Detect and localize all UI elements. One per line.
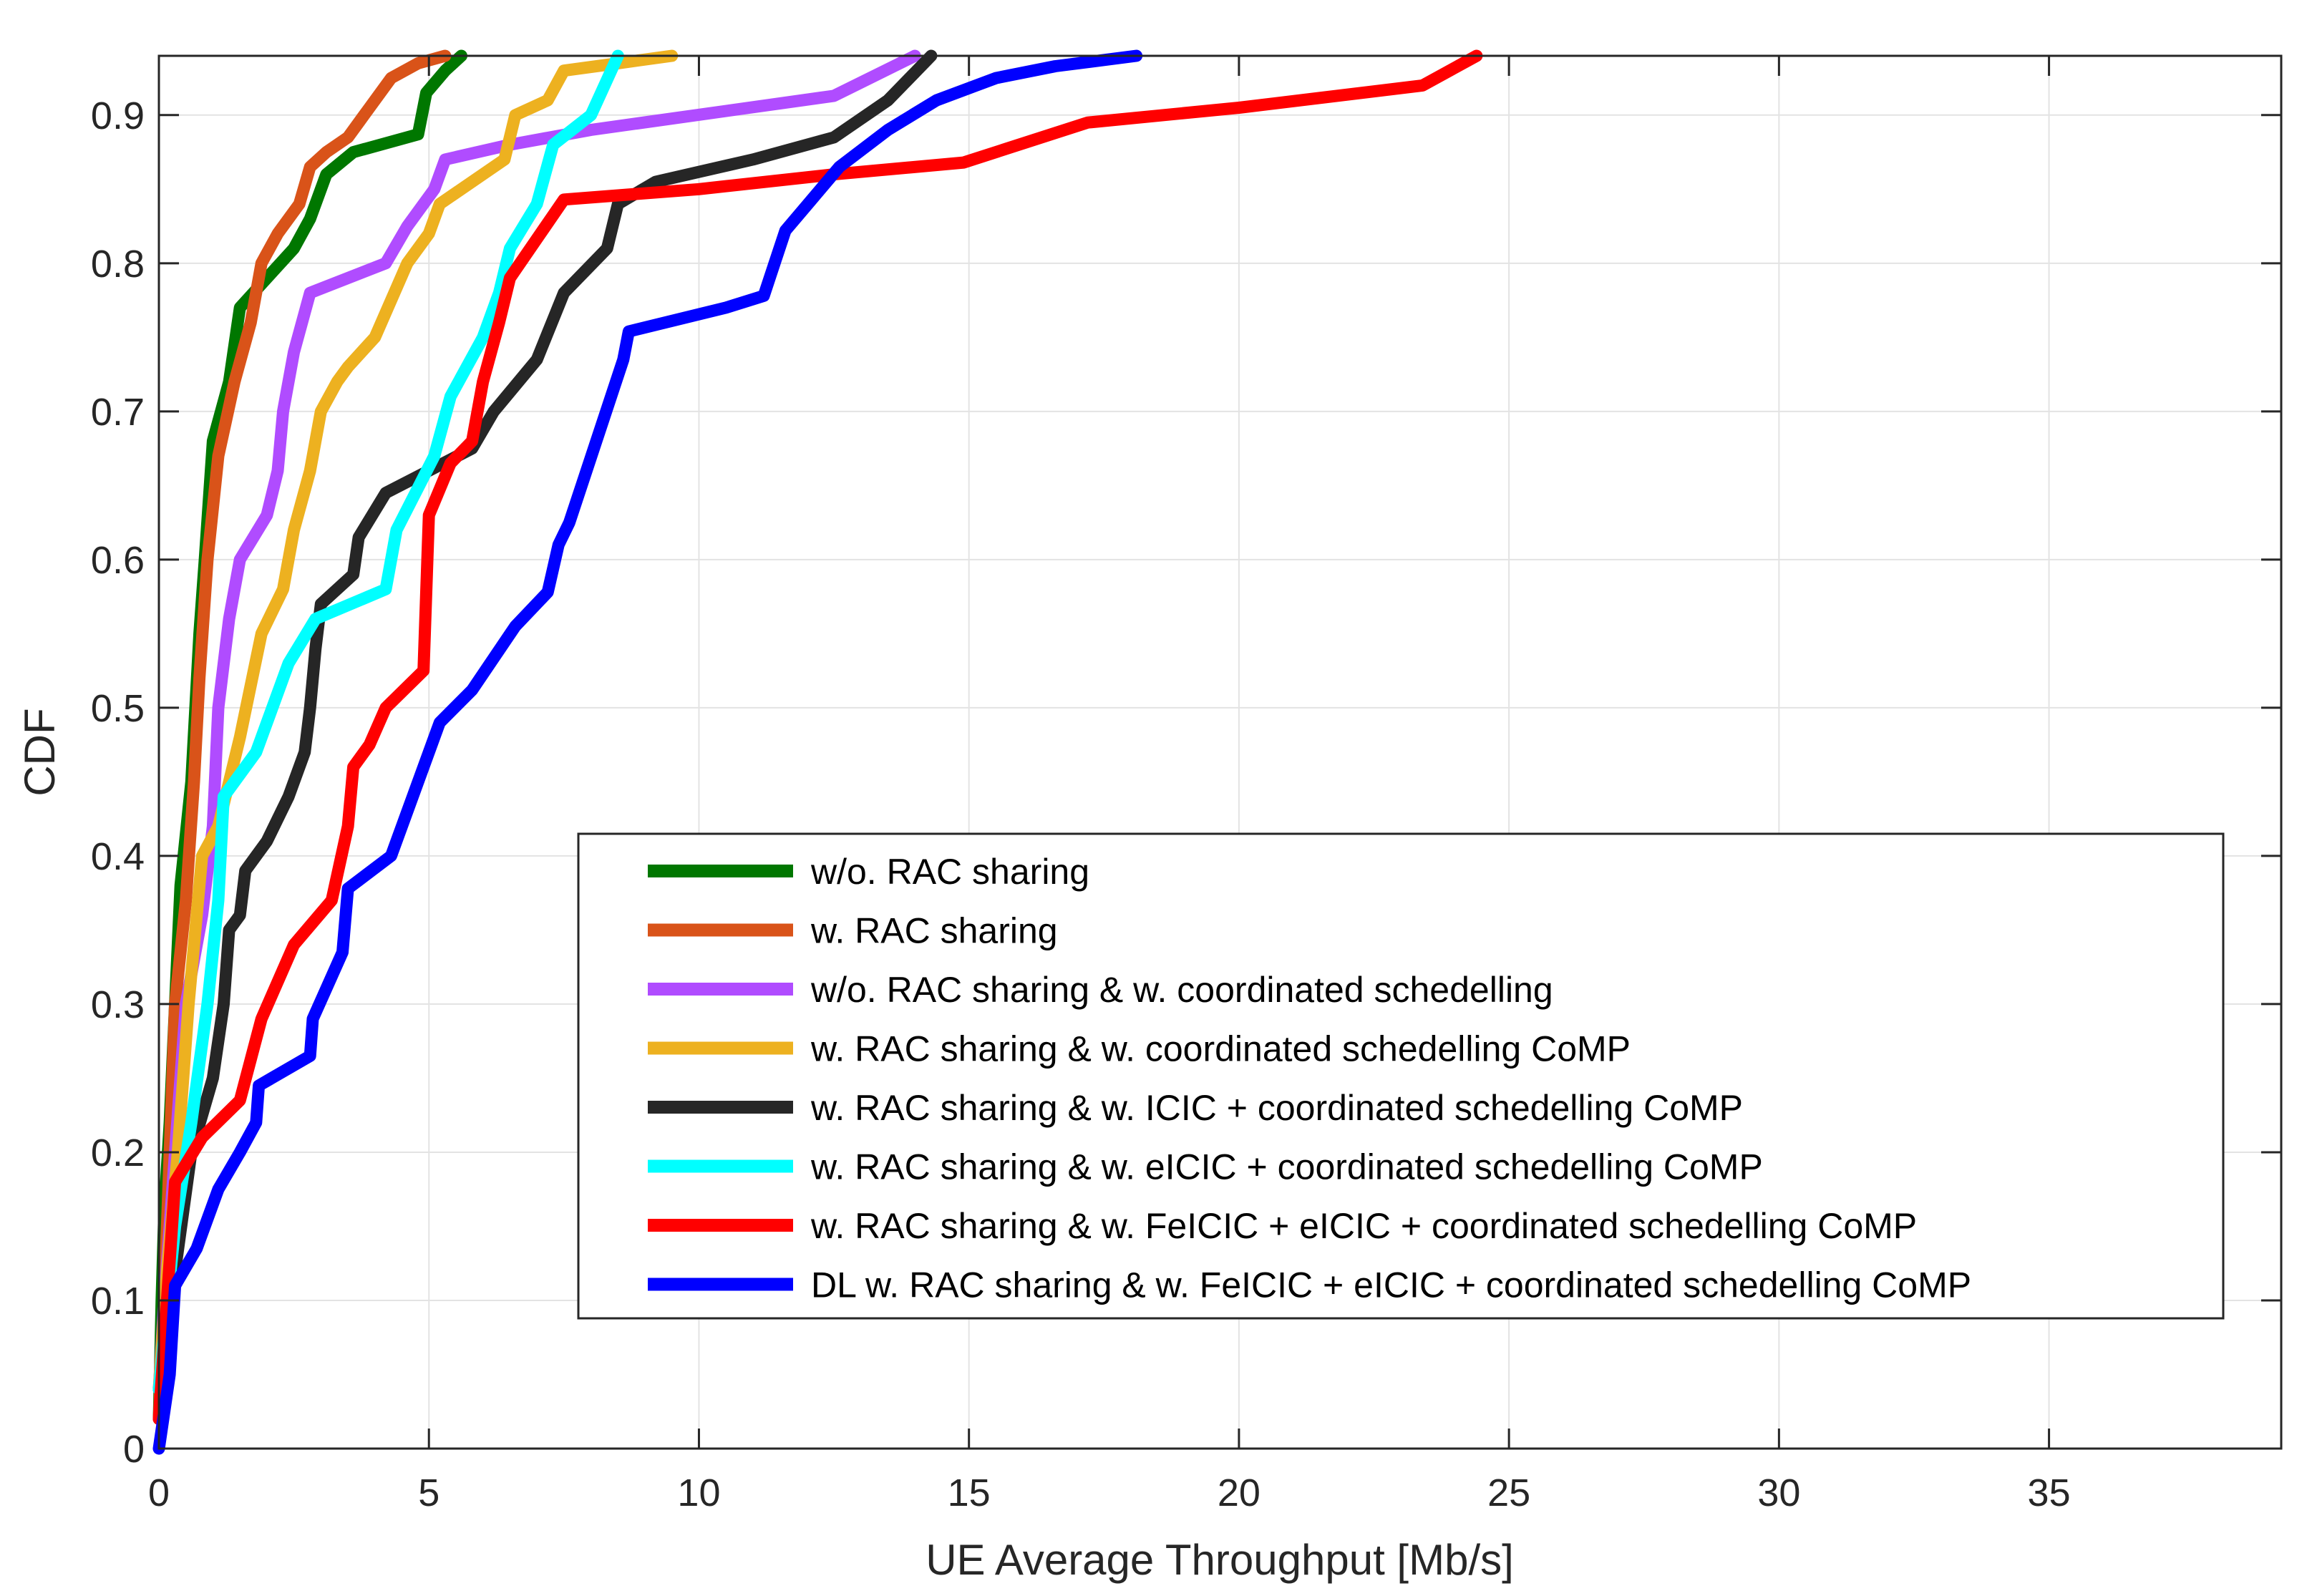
y-axis-label: CDF	[16, 708, 64, 796]
x-tick-label: 35	[2028, 1471, 2071, 1514]
series-line-6	[152, 49, 624, 1396]
x-tick-label: 25	[1487, 1471, 1530, 1514]
series-line-4	[152, 49, 679, 1396]
legend-label-5: w. RAC sharing & w. ICIC + coordinated s…	[810, 1088, 1743, 1128]
legend-box	[577, 832, 2225, 1320]
series-lines	[152, 49, 1483, 1455]
y-tick-label: 0.9	[91, 94, 145, 137]
y-tick-labels: 0 0.1 0.2 0.3 0.4 0.5 0.6 0.7 0.8 0.9	[91, 94, 145, 1471]
y-tick-label: 0.1	[91, 1280, 145, 1323]
y-tick-label: 0.2	[91, 1132, 145, 1174]
legend-label-3: w/o. RAC sharing & w. coordinated schede…	[810, 970, 1553, 1010]
x-tick-label: 10	[677, 1471, 720, 1514]
y-tick-label: 0	[123, 1428, 145, 1471]
legend-label-7: w. RAC sharing & w. FeICIC + eICIC + coo…	[810, 1206, 1917, 1246]
plot-frame	[157, 54, 2283, 1450]
x-tick-labels: 0 5 10 15 20 25 30 35	[148, 1471, 2071, 1514]
legend: w/o. RAC sharing w. RAC sharing w/o. RAC s…	[577, 832, 2225, 1320]
y-tick-label: 0.6	[91, 539, 145, 582]
x-tick-label: 0	[148, 1471, 170, 1514]
legend-label-4: w. RAC sharing & w. coordinated schedell…	[810, 1029, 1631, 1069]
y-tick-label: 0.5	[91, 687, 145, 730]
y-tick-label: 0.3	[91, 983, 145, 1026]
x-tick-label: 15	[948, 1471, 991, 1514]
legend-label-2: w. RAC sharing	[810, 911, 1058, 951]
series-line-8	[152, 49, 1143, 1455]
legend-label-6: w. RAC sharing & w. eICIC + coordinated …	[810, 1147, 1763, 1187]
legend-label-8: DL w. RAC sharing & w. FeICIC + eICIC + …	[811, 1265, 1971, 1305]
x-tick-label: 30	[1757, 1471, 1800, 1514]
x-axis-label: UE Average Throughput [Mb/s]	[926, 1536, 1514, 1584]
series-line-2	[152, 49, 452, 1426]
y-tick-label: 0.4	[91, 835, 145, 878]
x-tick-label: 20	[1218, 1471, 1260, 1514]
y-tick-label: 0.8	[91, 243, 145, 286]
axis-ticks	[157, 56, 2281, 1450]
y-tick-label: 0.7	[91, 391, 145, 434]
series-line-7	[152, 49, 1483, 1426]
x-tick-label: 5	[418, 1471, 439, 1514]
legend-label-1: w/o. RAC sharing	[810, 852, 1089, 892]
